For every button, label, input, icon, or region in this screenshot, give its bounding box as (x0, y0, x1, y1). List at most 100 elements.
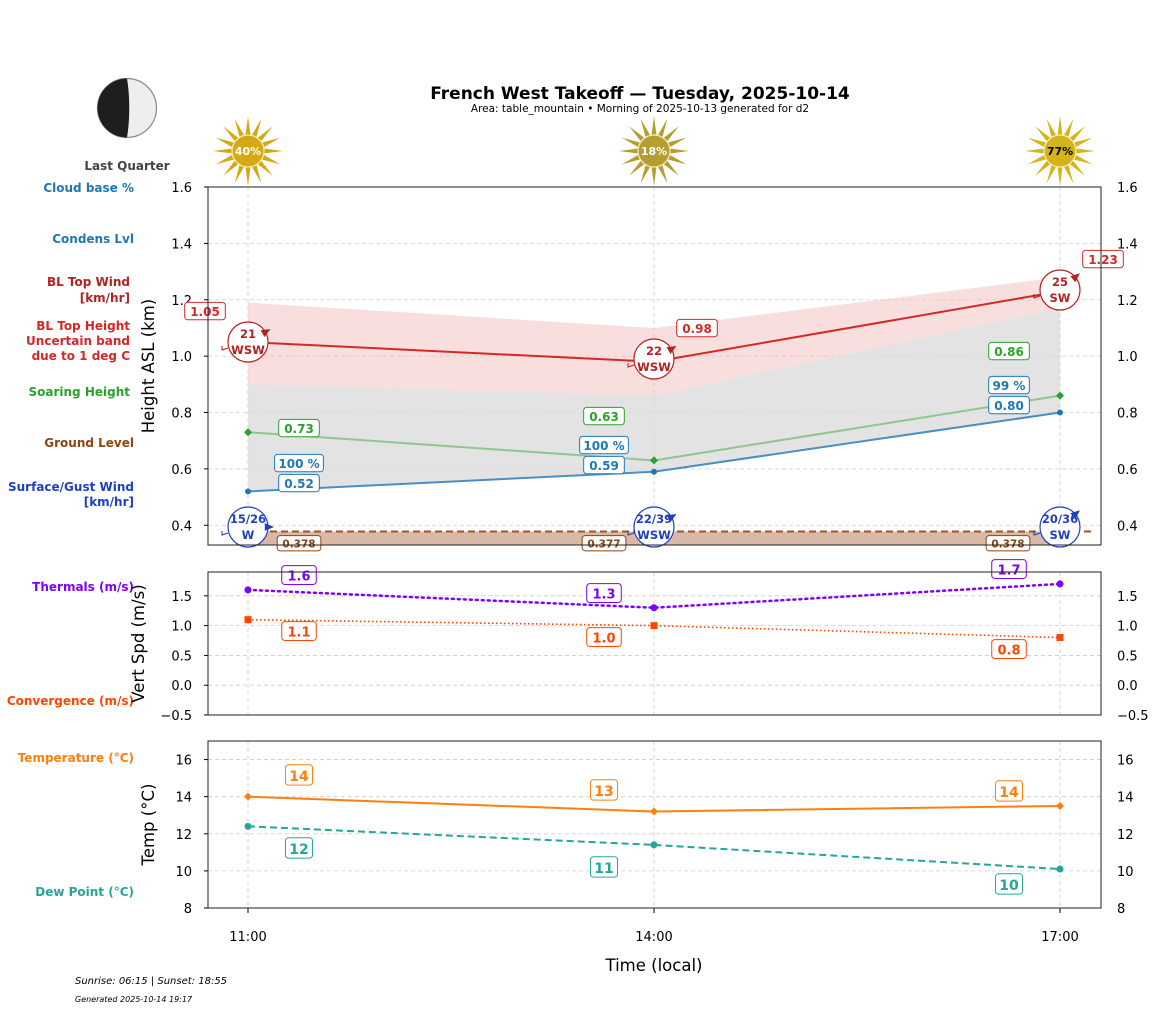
surface-wind-circle (1039, 506, 1081, 548)
ground-level-value-label-box (276, 535, 322, 552)
y-tick-label-right: 0.0 (1117, 679, 1138, 694)
bl-top-uncertainty-band (248, 277, 1060, 396)
y-tick-label-left: 1.6 (171, 181, 192, 196)
thermals-value-label: 1.3 (592, 588, 615, 603)
soaring-value-label: 0.73 (284, 422, 314, 436)
sun-disc-icon (637, 134, 671, 168)
y-tick-label-right: 1.5 (1117, 590, 1138, 605)
sun-cloud-percent: 40% (235, 145, 261, 158)
y-tick-label-left: 8 (184, 902, 192, 917)
bl-top-wind-arrow-icon (1070, 273, 1080, 283)
side-label-surface-wind-2: [km/hr] (84, 495, 134, 509)
condens-level-point (1057, 409, 1063, 416)
side-label-soaring: Soaring Height (29, 385, 131, 399)
x-tick-label: 17:00 (1041, 930, 1078, 945)
side-label-condens: Condens Lvl (52, 232, 134, 246)
side-label-bl-top-wind-1: BL Top Wind (47, 275, 130, 289)
sun-rays-icon (213, 116, 283, 186)
x-tick-label: 11:00 (229, 930, 266, 945)
convergence-value-label-box (991, 639, 1027, 659)
bl-top-wind-circle (1039, 269, 1081, 311)
convergence-value-label-box (586, 627, 622, 647)
convergence-point (1056, 634, 1064, 642)
panel-frame (207, 571, 1102, 716)
temperature-value-label-box (994, 780, 1024, 802)
soaring-height-point (1056, 391, 1064, 400)
chart-title: French West Takeoff — Tuesday, 2025-10-1… (430, 84, 850, 104)
side-label-cloud-base: Cloud base % (43, 181, 134, 195)
ground-level-value-label-box (985, 535, 1031, 552)
x-tick-label: 14:00 (635, 930, 672, 945)
thermals-line (246, 582, 1062, 610)
thermals-value-label: 1.6 (287, 570, 310, 585)
condens-value-label-box (988, 395, 1030, 415)
convergence-value-label: 0.8 (997, 644, 1020, 659)
y-tick-label-right: 1.6 (1117, 181, 1138, 196)
sun-disc-icon (231, 134, 265, 168)
bl-top-value-label-box (184, 301, 226, 321)
condens-value-label: 0.59 (589, 459, 619, 473)
soaring-height-point (244, 428, 252, 437)
surface-wind-speed: 15/26 (230, 512, 266, 526)
thermals-point (650, 604, 658, 612)
surface-wind-direction: WSW (637, 528, 671, 542)
sun-cloud-cover-icon: 77% (1025, 116, 1095, 186)
condens-value-label: 0.52 (284, 477, 314, 491)
y-tick-label-right: 0.5 (1117, 649, 1138, 664)
y-tick-label-left: 12 (175, 828, 192, 843)
temperature-point (244, 792, 252, 801)
soaring-value-label: 0.63 (589, 410, 619, 424)
convergence-point (244, 616, 252, 624)
y-tick-label-left: 1.0 (171, 350, 192, 365)
bl-top-wind-arrow-icon (666, 346, 677, 354)
dewpoint-line (247, 825, 1061, 871)
soaring-value-label: 0.86 (994, 345, 1024, 359)
y-tick-label-right: 1.4 (1117, 237, 1138, 252)
sun-cloud-percent: 18% (641, 145, 667, 158)
condens-value-label: 0.80 (994, 399, 1024, 413)
condens-value-label-box (583, 455, 625, 475)
convergence-value-label-box (281, 621, 317, 641)
moon-phase-label: Last Quarter (84, 159, 169, 173)
temperature-point (1056, 801, 1064, 810)
panel-frame (207, 186, 1102, 546)
y-tick-label-left: 0.8 (171, 407, 192, 422)
y-tick-label-right: 16 (1117, 754, 1134, 769)
surface-wind-arrow-icon (1070, 510, 1080, 520)
soaring-value-label-box (988, 341, 1030, 361)
dewpoint-value-label: 12 (289, 842, 308, 858)
dewpoint-value-label-box (589, 856, 619, 878)
y-tick-label-left: 10 (175, 865, 192, 880)
dewpoint-point (650, 841, 658, 849)
sun-disc-icon (1043, 134, 1077, 168)
y-tick-label-left: 14 (175, 791, 192, 806)
dewpoint-point (1056, 865, 1064, 873)
cloud-base-pct-label: 100 % (278, 457, 319, 471)
y-axis-label: Vert Spd (m/s) (129, 584, 148, 702)
temperature-point (650, 807, 658, 816)
convergence-value-label: 1.1 (287, 626, 310, 641)
surface-wind-direction: W (242, 528, 255, 542)
chart-subtitle: Area: table_mountain • Morning of 2025-1… (471, 103, 809, 115)
dewpoint-point (244, 822, 252, 830)
y-tick-label-right: 12 (1117, 828, 1134, 843)
dewpoint-value-label: 11 (594, 861, 613, 877)
sun-rays-icon (1025, 116, 1095, 186)
y-tick-label-left: 1.4 (171, 237, 192, 252)
convergence-line (247, 618, 1061, 639)
surface-wind-tail-icon (221, 531, 229, 536)
side-label-bl-top-height-3: due to 1 deg C (32, 349, 131, 363)
y-tick-label-left: 1.5 (171, 590, 192, 605)
thermals-point (244, 586, 252, 594)
y-tick-label-right: −0.5 (1117, 709, 1149, 724)
convergence-point (650, 622, 658, 630)
temperature-value-label-box (284, 764, 314, 786)
y-tick-label-left: 0.0 (171, 679, 192, 694)
bl-top-wind-speed: 22 (646, 344, 662, 358)
dewpoint-value-label-box (994, 873, 1024, 895)
y-tick-label-right: 10 (1117, 865, 1134, 880)
y-tick-label-right: 1.2 (1117, 294, 1138, 309)
thermals-point (1056, 580, 1064, 588)
bl-top-wind-tail-icon (627, 363, 635, 368)
y-tick-label-right: 0.4 (1117, 519, 1138, 534)
